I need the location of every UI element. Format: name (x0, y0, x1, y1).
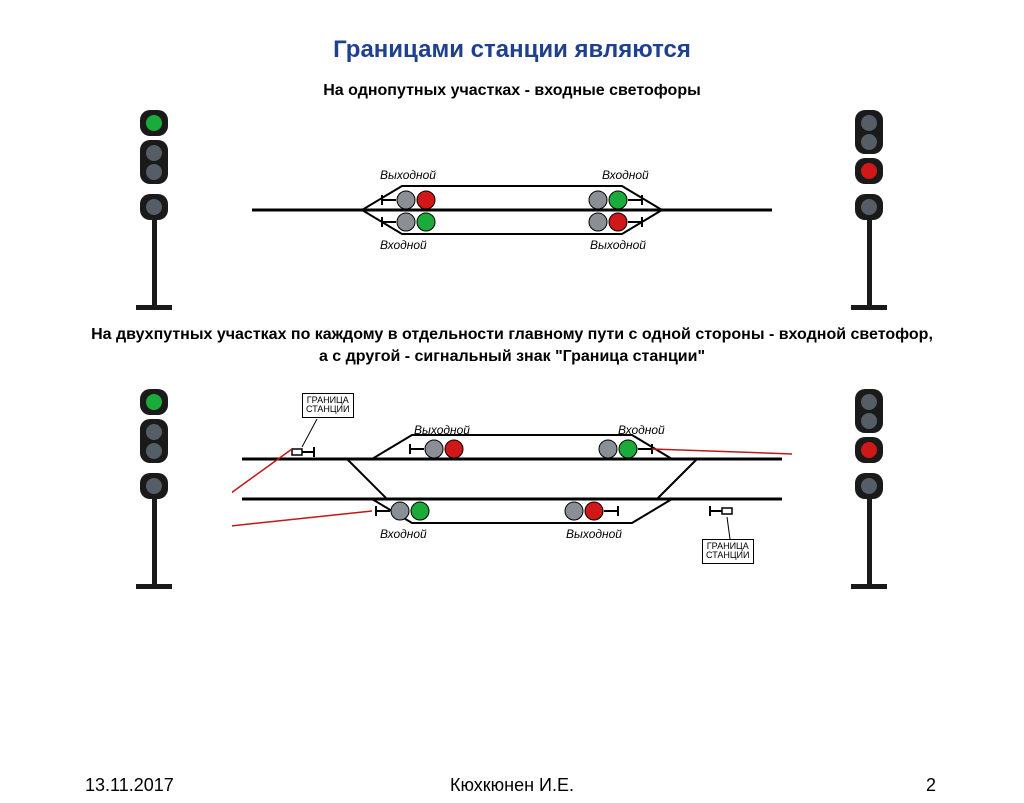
signal-head-top (855, 110, 883, 154)
lamp-off (861, 478, 877, 494)
lamp-green (146, 115, 162, 131)
dwarf-signal-exit (589, 213, 642, 231)
lamp-red (861, 163, 877, 179)
lamp-off (146, 443, 162, 459)
signal-mast (152, 485, 157, 585)
lamp-off (861, 394, 877, 410)
left-entry-signal (132, 110, 177, 310)
boundary-sign-icon (292, 447, 314, 457)
label-exit: Выходной (380, 168, 436, 182)
lamp-off (146, 478, 162, 494)
signal-base (136, 305, 172, 310)
signal-head-low (855, 473, 883, 499)
signal-head-mid (855, 158, 883, 184)
signal-mast (867, 485, 872, 585)
connector-line (727, 517, 730, 539)
footer-date: 13.11.2017 (85, 775, 174, 796)
single-track-schematic (242, 160, 782, 280)
lamp-off (146, 199, 162, 215)
lamp-off (861, 115, 877, 131)
page-title: Границами станции являются (0, 36, 1024, 64)
lamp-off (861, 199, 877, 215)
right-entry-signal (847, 389, 892, 589)
connector-line (302, 419, 317, 447)
label-entry: Входной (380, 527, 427, 541)
label-exit: Выходной (566, 527, 622, 541)
diagram-2: ГРАНИЦА СТАНЦИИ ГРАНИЦА СТАНЦИИ Выходной… (62, 379, 962, 599)
lamp-off (146, 145, 162, 161)
label-entry: Входной (380, 238, 427, 252)
signal-base (851, 305, 887, 310)
footer-author: Кюхкюнен И.Е. (450, 775, 574, 796)
signal-head-low (140, 194, 168, 220)
boundary-line2: СТАНЦИИ (706, 550, 750, 560)
signal-head-top (855, 389, 883, 433)
dwarf-signal-entry (376, 502, 429, 520)
right-entry-signal (847, 110, 892, 310)
lamp-green (146, 394, 162, 410)
signal-base (851, 584, 887, 589)
signal-head-mid (140, 419, 168, 463)
dwarf-signal-entry (382, 213, 435, 231)
label-exit: Выходной (590, 238, 646, 252)
lamp-off (861, 134, 877, 150)
label-entry: Входной (618, 423, 665, 437)
left-entry-signal (132, 389, 177, 589)
label-exit: Выходной (414, 423, 470, 437)
dwarf-signal-exit (410, 440, 463, 458)
lamp-off (146, 164, 162, 180)
connector-line (232, 511, 372, 529)
dwarf-signal-exit (565, 502, 618, 520)
lamp-red (861, 442, 877, 458)
boundary-sign-icon (710, 506, 732, 516)
signal-head-low (855, 194, 883, 220)
boundary-line2: СТАНЦИИ (306, 404, 350, 414)
label-entry: Входной (602, 168, 649, 182)
section-1-heading: На однопутных участках - входные светофо… (0, 82, 1024, 100)
signal-head-top (140, 110, 168, 136)
boundary-sign-label: ГРАНИЦА СТАНЦИИ (302, 393, 354, 418)
footer-page-number: 2 (926, 775, 936, 796)
lamp-off (861, 413, 877, 429)
signal-base (136, 584, 172, 589)
signal-head-mid (855, 437, 883, 463)
diagram-1: Выходной Входной Входной Выходной (62, 110, 962, 310)
section-2-heading: На двухпутных участках по каждому в отде… (0, 324, 1024, 369)
boundary-sign-label: ГРАНИЦА СТАНЦИИ (702, 539, 754, 564)
lamp-off (146, 424, 162, 440)
connector-line (652, 449, 792, 455)
signal-head-top (140, 389, 168, 415)
signal-head-mid (140, 140, 168, 184)
signal-mast (152, 206, 157, 306)
signal-head-low (140, 473, 168, 499)
signal-mast (867, 206, 872, 306)
